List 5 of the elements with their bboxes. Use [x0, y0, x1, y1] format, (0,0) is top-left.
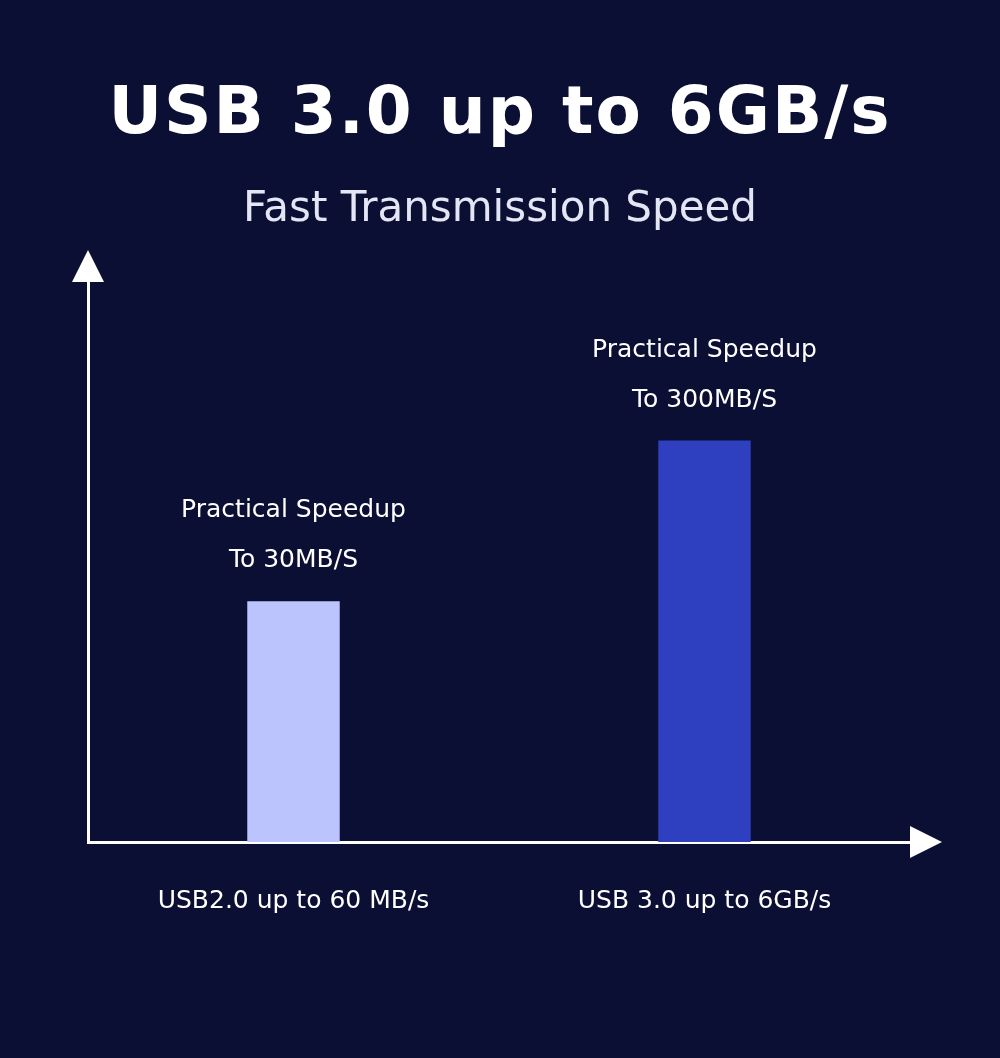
chart-subtitle: Fast Transmission Speed — [241, 182, 759, 231]
annotation: Practical Speedup To 30MB/S — [181, 494, 406, 574]
chart-title: USB 3.0 up to 6GB/s — [107, 72, 893, 149]
x-tick-label: USB2.0 up to 60 MB/s — [157, 884, 430, 914]
annotation: Practical Speedup To 300MB/S — [592, 333, 817, 413]
